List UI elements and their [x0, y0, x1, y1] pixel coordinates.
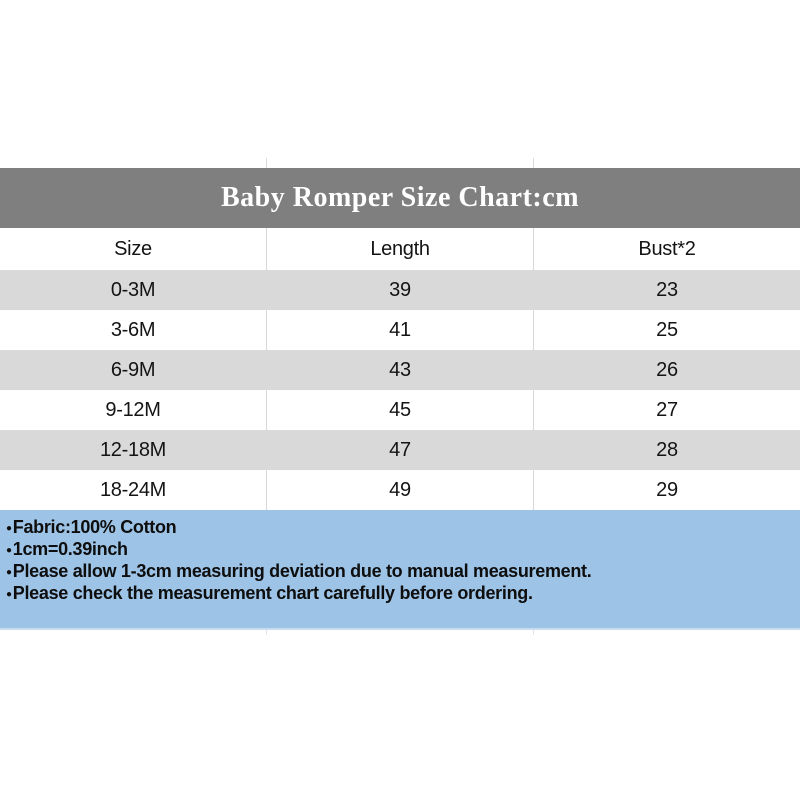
bullet-icon: ● [6, 523, 12, 534]
table-row: 12-18M 47 28 [0, 430, 800, 470]
table-row: 0-3M 39 23 [0, 270, 800, 310]
bust-cell: 23 [656, 278, 678, 301]
length-cell: 47 [389, 438, 411, 461]
column-header-bust: Bust*2 [533, 228, 800, 270]
length-cell: 41 [266, 310, 533, 350]
note-text: Please check the measurement chart caref… [12, 583, 533, 603]
grid-line-stub [533, 630, 534, 635]
length-cell: 43 [389, 358, 411, 381]
size-cell: 3-6M [110, 318, 156, 341]
bullet-icon: ● [6, 567, 12, 578]
note-line: ●Please check the measurement chart care… [6, 583, 790, 605]
size-cell: 6-9M [110, 358, 156, 381]
length-cell: 45 [266, 390, 533, 430]
bullet-icon: ● [6, 589, 12, 600]
note-line: ●Please allow 1-3cm measuring deviation … [6, 561, 790, 583]
note-line: ●Fabric:100% Cotton [6, 517, 790, 539]
bust-cell: 26 [656, 358, 678, 381]
table-row: 6-9M 43 26 [0, 350, 800, 390]
length-cell: 49 [266, 470, 533, 510]
table-header-row: Size Length Bust*2 [0, 228, 800, 270]
note-text: Fabric:100% Cotton [12, 517, 177, 537]
grid-line-stub [266, 630, 267, 635]
column-header-length: Length [266, 228, 533, 270]
size-cell: 0-3M [110, 278, 156, 301]
size-cell: 9-12M [105, 398, 161, 421]
page-title: Baby Romper Size Chart:cm [220, 182, 580, 213]
bust-cell: 27 [533, 390, 800, 430]
bullet-icon: ● [6, 545, 12, 556]
size-cell: 12-18M [99, 438, 166, 461]
bust-cell: 29 [533, 470, 800, 510]
title-band: Baby Romper Size Chart:cm [0, 168, 800, 229]
grid-line-stub [533, 158, 534, 168]
note-text: 1cm=0.39inch [12, 539, 128, 559]
size-table: Size Length Bust*2 0-3M 39 23 3-6M 41 25… [0, 228, 800, 510]
column-header-size: Size [114, 237, 152, 260]
table-row: 3-6M 41 25 [0, 310, 800, 350]
table-row: 9-12M 45 27 [0, 390, 800, 430]
grid-line-stub [266, 158, 267, 168]
notes-panel: ●Fabric:100% Cotton ●1cm=0.39inch ●Pleas… [0, 510, 800, 630]
size-cell: 18-24M [99, 478, 166, 501]
length-cell: 39 [389, 278, 411, 301]
note-line: ●1cm=0.39inch [6, 539, 790, 561]
note-text: Please allow 1-3cm measuring deviation d… [12, 561, 592, 581]
bust-cell: 25 [533, 310, 800, 350]
bust-cell: 28 [656, 438, 678, 461]
table-row: 18-24M 49 29 [0, 470, 800, 510]
